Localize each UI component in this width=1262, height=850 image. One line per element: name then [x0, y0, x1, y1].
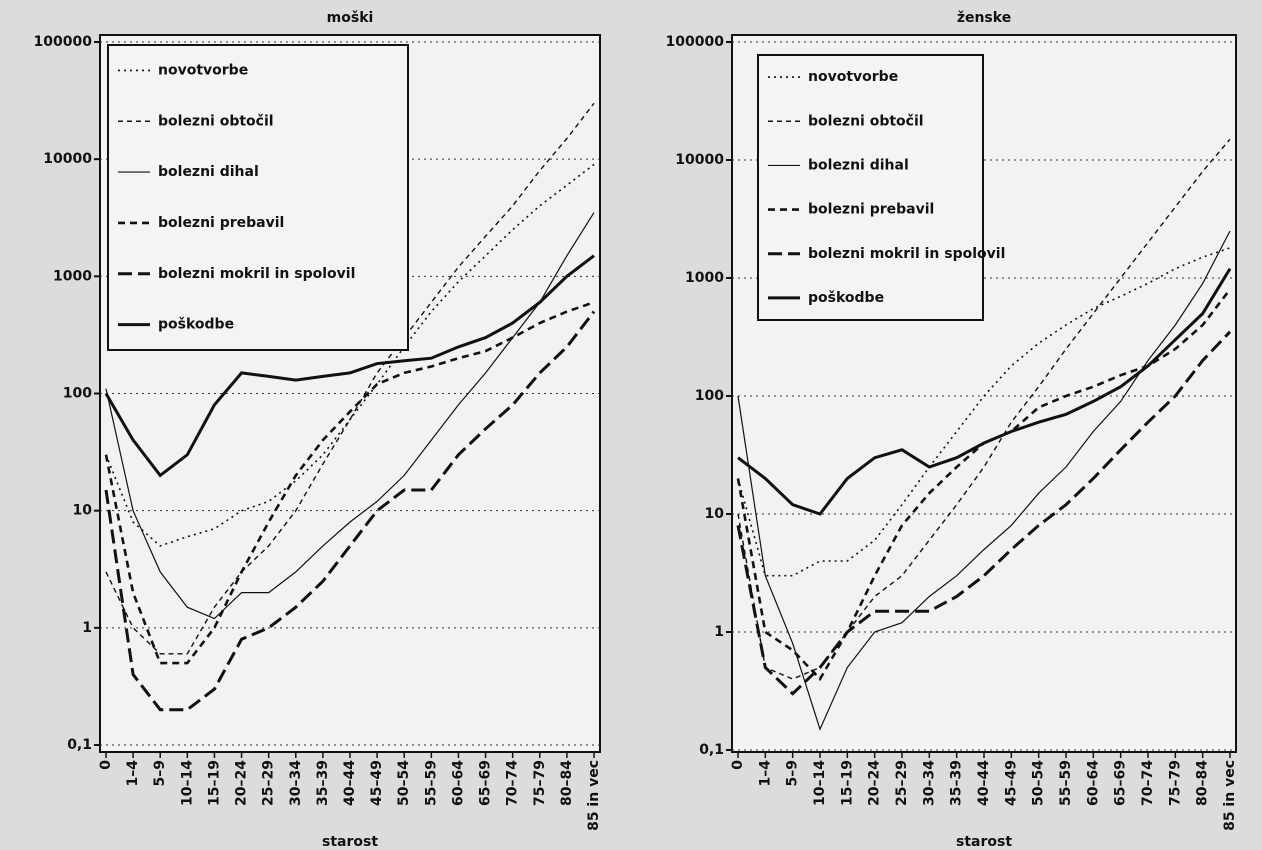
x-tick-label: 80–84 [1195, 760, 1211, 806]
x-tick-label: 1–4 [757, 760, 773, 787]
x-tick-label: 65–69 [478, 760, 494, 806]
series-line [736, 330, 1232, 696]
legend-label: bolezni obtočil [158, 113, 274, 129]
y-tick-label: 10 [73, 503, 93, 519]
x-tick-label: 20–24 [867, 760, 883, 806]
series-line [105, 102, 595, 655]
chart: ženske 0,1 1 10 100 1000 10000 100000 0 1–4 5–9 10–… [666, 10, 1238, 850]
y-tick-label: 0,1 [67, 737, 92, 753]
x-tick-label: 30–34 [921, 760, 937, 806]
y-tick-label: 100 [695, 388, 724, 404]
x-tick-label: 75–79 [532, 760, 548, 806]
x-tick-label: 10–14 [812, 760, 828, 806]
y-tick-label: 1000 [685, 270, 724, 286]
x-tick-label: 85 in vec [586, 760, 602, 831]
legend-label: novotvorbe [158, 62, 248, 78]
legend-box [107, 44, 409, 351]
x-tick-label: 45–49 [1003, 760, 1019, 806]
series-line [737, 247, 1231, 577]
y-tick-label: 10000 [675, 152, 724, 168]
legend-label: poškodbe [158, 317, 234, 333]
x-tick-label: 30–34 [288, 760, 304, 806]
legend-label: bolezni mokril in spolovil [808, 246, 1005, 262]
y-tick-label: 100 [63, 386, 92, 402]
y-tick-label: 0,1 [699, 742, 724, 758]
x-tick-label: 25–29 [261, 760, 277, 806]
x-tick-label: 65–69 [1113, 760, 1129, 806]
legend-label: bolezni prebavil [158, 215, 284, 231]
series-line [104, 254, 595, 478]
x-tick-label: 5–9 [785, 760, 801, 786]
x-tick-label: 35–39 [315, 760, 331, 806]
legend-label: bolezni obtočil [808, 113, 924, 129]
x-tick-label: 50–54 [396, 760, 412, 806]
x-tick-label: 70–74 [1140, 760, 1156, 806]
y-tick-label: 1 [82, 620, 92, 636]
x-tick-label: 85 in vec [1222, 760, 1238, 831]
legend-label: novotvorbe [808, 69, 898, 85]
x-tick-label: 40–44 [976, 760, 992, 806]
series-line [737, 267, 1232, 516]
chart-title: ženske [957, 10, 1011, 26]
legend-label: bolezni prebavil [808, 202, 934, 218]
x-tick-label: 1–4 [125, 760, 141, 787]
x-tick-label: 50–54 [1031, 760, 1047, 806]
x-axis-label: starost [322, 834, 378, 850]
y-tick-label: 100000 [34, 34, 93, 50]
x-tick-label: 60–64 [1085, 760, 1101, 806]
x-axis-label: starost [956, 834, 1012, 850]
chart-title: moški [327, 10, 374, 26]
y-tick-label: 100000 [666, 34, 725, 50]
x-tick-label: 0 [98, 760, 114, 770]
x-tick-label: 25–29 [894, 760, 910, 806]
x-tick-label: 80–84 [559, 760, 575, 806]
x-tick-label: 5–9 [152, 760, 168, 786]
series-line [737, 230, 1231, 731]
legend-label: poškodbe [808, 290, 884, 306]
legend-label: bolezni dihal [808, 157, 909, 173]
x-tick-label: 35–39 [949, 760, 965, 806]
y-tick-label: 10000 [43, 151, 92, 167]
x-tick-label: 55–59 [1058, 760, 1074, 806]
x-tick-label: 70–74 [505, 760, 521, 806]
x-tick-label: 0 [730, 760, 746, 770]
legend-label: bolezni dihal [158, 164, 259, 180]
series-line [105, 163, 595, 547]
y-tick-label: 10 [705, 506, 725, 522]
x-tick-label: 20–24 [234, 760, 250, 806]
x-tick-label: 75–79 [1167, 760, 1183, 806]
x-tick-label: 15–19 [206, 760, 222, 806]
x-tick-label: 15–19 [839, 760, 855, 806]
x-tick-label: 10–14 [179, 760, 195, 806]
x-tick-label: 60–64 [450, 760, 466, 806]
chart: moški 0,1 1 10 100 1000 10000 100000 0 1–4 5–9 10–1… [34, 10, 602, 850]
series-line [104, 301, 595, 665]
legend-label: bolezni mokril in spolovil [158, 266, 355, 282]
x-tick-label: 45–49 [369, 760, 385, 806]
legend-box [757, 54, 984, 321]
y-tick-label: 1 [714, 624, 724, 640]
y-tick-label: 1000 [53, 268, 92, 284]
x-tick-label: 55–59 [423, 760, 439, 806]
x-tick-label: 40–44 [342, 760, 358, 806]
